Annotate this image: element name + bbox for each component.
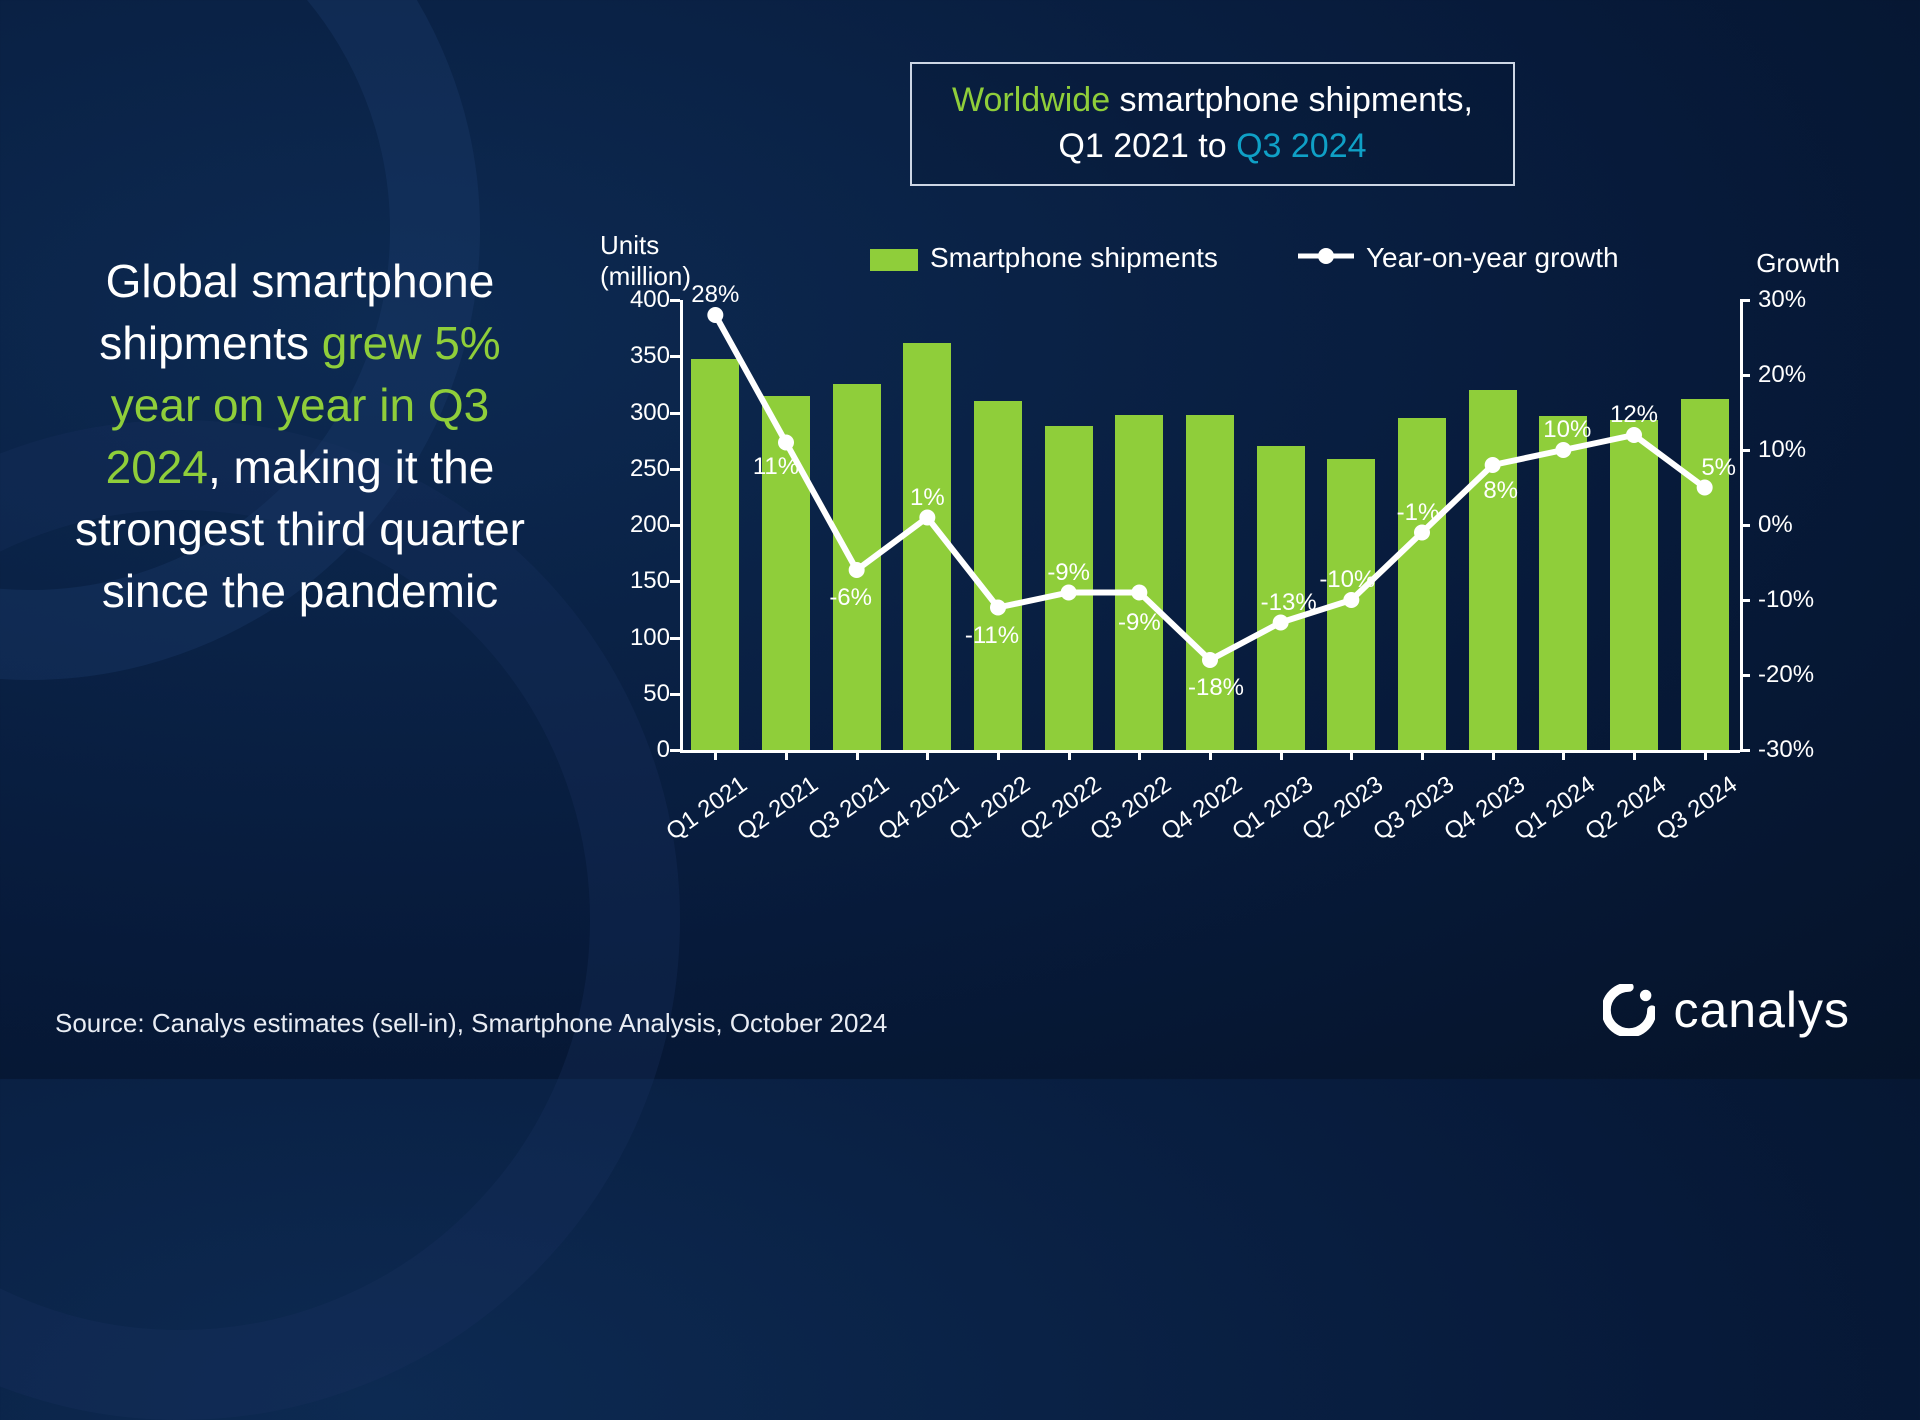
plot-area: 050100150200250300350400-30%-20%-10%0%10…	[680, 300, 1740, 750]
canalys-logo-text: canalys	[1673, 981, 1850, 1039]
y-right-tick	[1740, 299, 1750, 302]
x-tick	[785, 750, 788, 760]
x-tick-label: Q1 2021	[662, 772, 752, 847]
y-right-tick-label: 10%	[1758, 436, 1806, 464]
growth-data-label: 28%	[691, 281, 739, 309]
headline-text: Global smartphone shipments grew 5% year…	[60, 250, 540, 623]
x-tick	[1562, 750, 1565, 760]
y-right-tick	[1740, 449, 1750, 452]
chart-title-line2: Q1 2021 to Q3 2024	[952, 124, 1473, 170]
title-range-end: Q3 2024	[1236, 127, 1366, 165]
y-left-tick	[670, 299, 680, 302]
growth-data-label: -9%	[1047, 559, 1090, 587]
chart-legend: Smartphone shipments Year-on-year growth	[870, 242, 1619, 274]
x-tick	[856, 750, 859, 760]
y-right-tick	[1740, 599, 1750, 602]
legend-item-bars: Smartphone shipments	[870, 242, 1218, 274]
x-tick	[1704, 750, 1707, 760]
y-right-tick	[1740, 674, 1750, 677]
y-left-tick	[670, 468, 680, 471]
y-left-tick-label: 400	[610, 286, 670, 314]
y-left-tick-label: 200	[610, 511, 670, 539]
y-left-tick-label: 350	[610, 342, 670, 370]
growth-data-label: -1%	[1397, 499, 1440, 527]
chart-title-line1: Worldwide smartphone shipments,	[952, 78, 1473, 124]
y-left-tick	[670, 524, 680, 527]
x-tick	[1492, 750, 1495, 760]
x-tick	[1138, 750, 1141, 760]
y-right-tick-label: 0%	[1758, 511, 1793, 539]
canalys-logo: canalys	[1603, 981, 1850, 1039]
growth-data-label: 10%	[1543, 416, 1591, 444]
y-right-tick-label: 20%	[1758, 361, 1806, 389]
y-left-tick	[670, 749, 680, 752]
growth-data-label: 11%	[753, 453, 799, 481]
y-right-tick	[1740, 749, 1750, 752]
canalys-logo-icon	[1603, 984, 1655, 1036]
x-tick	[1350, 750, 1353, 760]
y-left-tick	[670, 355, 680, 358]
y-left-tick-label: 150	[610, 567, 670, 595]
growth-data-label: -10%	[1319, 566, 1375, 594]
y-right-tick-label: -30%	[1758, 736, 1814, 764]
y-left-tick-label: 0	[610, 736, 670, 764]
y-left-tick-label: 100	[610, 624, 670, 652]
y-left-tick	[670, 580, 680, 583]
growth-data-label: -9%	[1118, 609, 1161, 637]
growth-data-label: 1%	[910, 484, 945, 512]
y-right-tick	[1740, 374, 1750, 377]
source-footnote: Source: Canalys estimates (sell-in), Sma…	[55, 1008, 887, 1039]
legend-swatch-line	[1298, 245, 1354, 267]
x-tick	[926, 750, 929, 760]
title-accent: Worldwide	[952, 81, 1110, 119]
growth-data-label: -11%	[965, 622, 1019, 650]
growth-data-label: 8%	[1483, 477, 1518, 505]
title-range-start: Q1 2021	[1058, 127, 1188, 165]
x-tick	[1068, 750, 1071, 760]
growth-data-label: 5%	[1701, 454, 1736, 482]
x-tick	[1421, 750, 1424, 760]
x-tick	[1280, 750, 1283, 760]
y-right-tick-label: -10%	[1758, 586, 1814, 614]
legend-swatch-bar	[870, 249, 918, 271]
y-left-tick	[670, 412, 680, 415]
y-right-tick	[1740, 524, 1750, 527]
y-right-axis-title: Growth	[1756, 248, 1840, 279]
shipments-chart: Units (million) Growth Smartphone shipme…	[590, 230, 1850, 870]
title-range-mid: to	[1189, 127, 1236, 165]
y-right-tick-label: 30%	[1758, 286, 1806, 314]
x-tick	[1209, 750, 1212, 760]
x-tick	[997, 750, 1000, 760]
chart-title-box: Worldwide smartphone shipments, Q1 2021 …	[910, 62, 1515, 186]
y-right-tick-label: -20%	[1758, 661, 1814, 689]
legend-item-line: Year-on-year growth	[1298, 242, 1619, 274]
y-left-tick-label: 300	[610, 399, 670, 427]
title-rest: smartphone shipments,	[1110, 81, 1473, 119]
growth-data-label: 12%	[1610, 401, 1658, 429]
growth-data-label: -6%	[829, 584, 872, 612]
x-tick	[714, 750, 717, 760]
y-left-tick	[670, 693, 680, 696]
y-left-tick-label: 50	[610, 680, 670, 708]
growth-data-label: -18%	[1188, 674, 1244, 702]
x-tick	[1633, 750, 1636, 760]
growth-data-label: -13%	[1261, 589, 1317, 617]
y-left-axis-title: Units (million)	[600, 230, 691, 292]
y-left-tick	[670, 637, 680, 640]
y-left-tick-label: 250	[610, 455, 670, 483]
